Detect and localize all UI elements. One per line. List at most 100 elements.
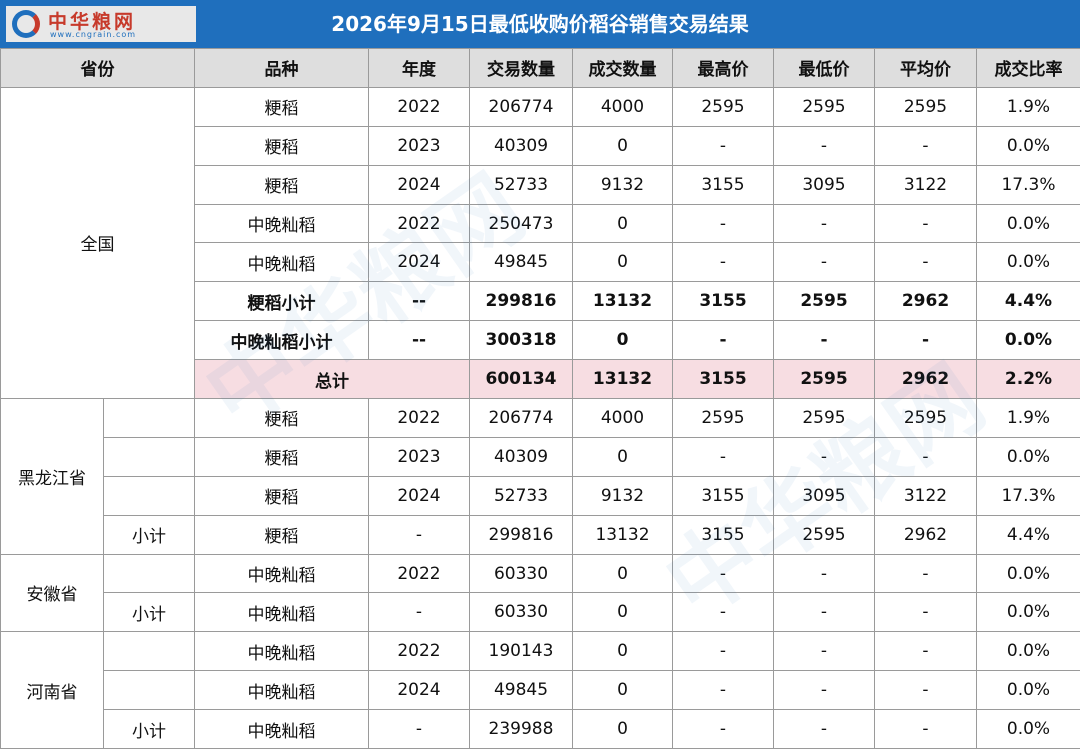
cell-trade-qty: 40309 bbox=[470, 437, 573, 476]
cell-deal-qty: 9132 bbox=[573, 476, 673, 515]
cell-variety: 中晚籼稻 bbox=[195, 710, 369, 749]
empty-cell bbox=[104, 399, 195, 438]
cell-deal-ratio: 0.0% bbox=[977, 554, 1080, 593]
cell-deal-ratio: 0.0% bbox=[977, 593, 1080, 632]
cell-year: 2024 bbox=[369, 476, 470, 515]
cell-deal-ratio: 1.9% bbox=[977, 399, 1080, 438]
empty-cell bbox=[104, 632, 195, 671]
cell-deal-ratio: 0.0% bbox=[977, 243, 1080, 282]
cell-avg-price: 2962 bbox=[875, 282, 977, 321]
cell-year: 2022 bbox=[369, 204, 470, 243]
cell-trade-qty: 52733 bbox=[470, 476, 573, 515]
cell-min-price: 3095 bbox=[774, 476, 875, 515]
cell-avg-price: - bbox=[875, 710, 977, 749]
cell-max-price: - bbox=[673, 321, 774, 360]
cell-max-price: - bbox=[673, 126, 774, 165]
cell-max-price: - bbox=[673, 593, 774, 632]
header-variety: 品种 bbox=[195, 49, 369, 88]
cell-min-price: - bbox=[774, 437, 875, 476]
cell-min-price: - bbox=[774, 243, 875, 282]
cell-trade-qty: 49845 bbox=[470, 243, 573, 282]
logo: 中华粮网 www.cngrain.com bbox=[6, 6, 196, 42]
cell-avg-price: 2595 bbox=[875, 399, 977, 438]
cell-min-price: - bbox=[774, 671, 875, 710]
cell-avg-price: - bbox=[875, 321, 977, 360]
cell-max-price: 3155 bbox=[673, 360, 774, 399]
cell-year: -- bbox=[369, 321, 470, 360]
cell-variety: 中晚籼稻 bbox=[195, 593, 369, 632]
cell-min-price: - bbox=[774, 593, 875, 632]
cell-year: 2023 bbox=[369, 437, 470, 476]
cell-avg-price: - bbox=[875, 204, 977, 243]
cell-trade-qty: 250473 bbox=[470, 204, 573, 243]
cell-deal-ratio: 0.0% bbox=[977, 126, 1080, 165]
cell-deal-qty: 13132 bbox=[573, 515, 673, 554]
results-table: 省份 品种 年度 交易数量 成交数量 最高价 最低价 平均价 成交比率 全国粳稻… bbox=[0, 48, 1080, 749]
cell-year: - bbox=[369, 515, 470, 554]
cell-min-price: 2595 bbox=[774, 87, 875, 126]
cell-year: -- bbox=[369, 282, 470, 321]
cell-variety: 中晚籼稻 bbox=[195, 554, 369, 593]
cell-variety: 中晚籼稻 bbox=[195, 204, 369, 243]
cell-avg-price: - bbox=[875, 632, 977, 671]
cell-max-price: - bbox=[673, 671, 774, 710]
cell-deal-ratio: 1.9% bbox=[977, 87, 1080, 126]
subtotal-label: 小计 bbox=[104, 593, 195, 632]
cell-avg-price: 3122 bbox=[875, 165, 977, 204]
cell-trade-qty: 49845 bbox=[470, 671, 573, 710]
cell-min-price: - bbox=[774, 632, 875, 671]
cell-trade-qty: 206774 bbox=[470, 399, 573, 438]
cell-avg-price: - bbox=[875, 243, 977, 282]
logo-icon bbox=[12, 10, 40, 38]
cell-trade-qty: 190143 bbox=[470, 632, 573, 671]
empty-cell bbox=[104, 554, 195, 593]
cell-deal-ratio: 2.2% bbox=[977, 360, 1080, 399]
cell-year: - bbox=[369, 710, 470, 749]
empty-cell bbox=[104, 476, 195, 515]
cell-trade-qty: 600134 bbox=[470, 360, 573, 399]
cell-min-price: - bbox=[774, 204, 875, 243]
empty-cell bbox=[104, 437, 195, 476]
cell-trade-qty: 299816 bbox=[470, 515, 573, 554]
cell-max-price: - bbox=[673, 710, 774, 749]
cell-deal-qty: 0 bbox=[573, 554, 673, 593]
cell-variety: 粳稻 bbox=[195, 437, 369, 476]
cell-deal-qty: 4000 bbox=[573, 399, 673, 438]
cell-deal-qty: 9132 bbox=[573, 165, 673, 204]
cell-min-price: 2595 bbox=[774, 515, 875, 554]
cell-deal-ratio: 4.4% bbox=[977, 282, 1080, 321]
cell-max-price: - bbox=[673, 243, 774, 282]
cell-max-price: - bbox=[673, 554, 774, 593]
cell-trade-qty: 60330 bbox=[470, 554, 573, 593]
cell-variety: 中晚籼稻 bbox=[195, 671, 369, 710]
cell-max-price: - bbox=[673, 632, 774, 671]
cell-max-price: 3155 bbox=[673, 515, 774, 554]
subtotal-label: 小计 bbox=[104, 515, 195, 554]
cell-year: 2023 bbox=[369, 126, 470, 165]
cell-avg-price: - bbox=[875, 126, 977, 165]
total-label: 总计 bbox=[195, 360, 470, 399]
cell-min-price: - bbox=[774, 126, 875, 165]
cell-min-price: 2595 bbox=[774, 360, 875, 399]
cell-year: - bbox=[369, 593, 470, 632]
cell-avg-price: 2595 bbox=[875, 87, 977, 126]
cell-avg-price: 2962 bbox=[875, 360, 977, 399]
cell-deal-ratio: 4.4% bbox=[977, 515, 1080, 554]
cell-deal-qty: 13132 bbox=[573, 282, 673, 321]
cell-deal-ratio: 0.0% bbox=[977, 204, 1080, 243]
cell-max-price: 3155 bbox=[673, 165, 774, 204]
cell-deal-qty: 0 bbox=[573, 204, 673, 243]
cell-variety: 粳稻小计 bbox=[195, 282, 369, 321]
header-trade-qty: 交易数量 bbox=[470, 49, 573, 88]
cell-max-price: 2595 bbox=[673, 87, 774, 126]
cell-trade-qty: 299816 bbox=[470, 282, 573, 321]
cell-max-price: 3155 bbox=[673, 282, 774, 321]
cell-min-price: - bbox=[774, 710, 875, 749]
cell-deal-ratio: 0.0% bbox=[977, 437, 1080, 476]
